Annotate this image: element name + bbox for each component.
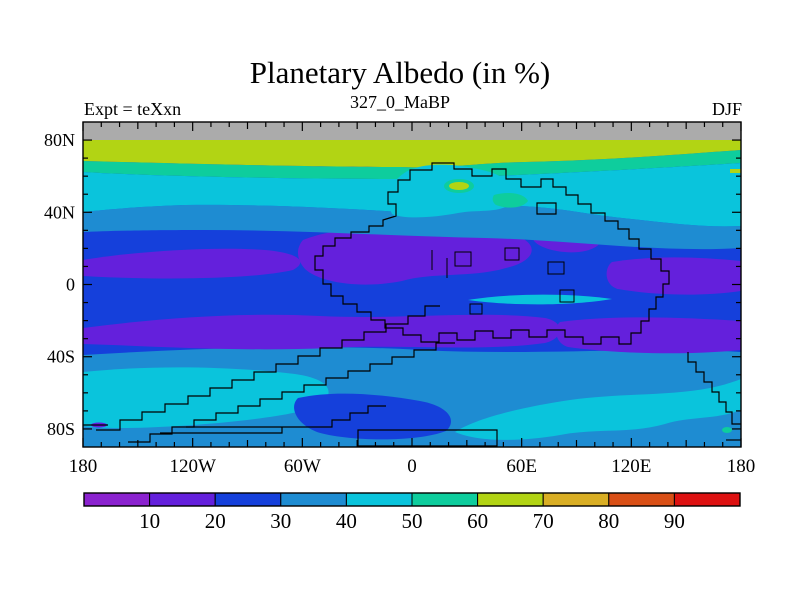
- colorbar-border: [83, 492, 741, 507]
- coast-se-staircase: [687, 352, 741, 425]
- coast-sw-staircase-1: [96, 305, 440, 431]
- lat-tick-label: 80S: [47, 419, 75, 439]
- lat-tick-label: 80N: [44, 130, 75, 150]
- page-title: Planetary Albedo (in %): [249, 55, 551, 90]
- blob-violet-center: [297, 227, 532, 285]
- colorbar-tick-label: 50: [402, 509, 423, 533]
- coast-antarctic-shelf-lower: [160, 427, 283, 434]
- coast-antarctic-shelf: [186, 405, 386, 428]
- inner-coastline-details: [431, 247, 575, 315]
- season-label: DJF: [711, 99, 742, 119]
- colorbar-segment: [83, 492, 151, 507]
- band-north-midblue: [83, 204, 741, 250]
- colorbar-segment: [411, 492, 479, 507]
- colorbar-segment: [214, 492, 282, 507]
- colorbar-segment: [149, 492, 216, 507]
- lon-tick-label: 180: [69, 456, 98, 477]
- coast-main-continent: [314, 162, 670, 345]
- colorbar-segment: [542, 492, 610, 507]
- colorbar-tick-label: 20: [205, 509, 226, 533]
- colorbar-segment: [608, 492, 675, 507]
- colorbar-tick-label: 70: [533, 509, 554, 533]
- spot-high-albedo-yellow: [449, 182, 469, 190]
- lon-tick-label: 120E: [611, 456, 651, 477]
- lon-tick-label: 0: [407, 456, 417, 477]
- lat-tick-label: 40N: [44, 202, 75, 222]
- colorbar-tick-label: 40: [336, 509, 357, 533]
- chart-subtitle: 327_0_MaBP: [349, 92, 450, 112]
- experiment-label: Expt = teXxn: [84, 99, 182, 119]
- colorbar-segment: [345, 492, 413, 507]
- band-north-yellowgreen: [83, 140, 741, 168]
- lon-tick-label: 60E: [506, 456, 537, 477]
- band-north-teal: [83, 150, 741, 179]
- colorbar-tick-label: 30: [270, 509, 291, 533]
- coast-south-box-island: [357, 429, 498, 447]
- band-violet-east: [606, 257, 741, 295]
- colorbar-tick-label: 80: [598, 509, 619, 533]
- dot-teal-se: [722, 427, 732, 433]
- patch-south-blue-core: [294, 393, 451, 440]
- lon-tick-label: 120W: [169, 456, 216, 477]
- lat-tick-label: 40S: [47, 347, 75, 367]
- coast-island-north: [536, 202, 557, 215]
- blob-violet-west-tropic: [83, 248, 301, 279]
- albedo-field: [83, 122, 741, 447]
- colorbar-segment: [477, 492, 544, 507]
- colorbar-tick-label: 90: [664, 509, 685, 533]
- colorbar-tick-label: 10: [139, 509, 160, 533]
- band-violet-south: [83, 314, 560, 350]
- colorbar-segment: [280, 492, 347, 507]
- lon-tick-label: 180: [727, 456, 756, 477]
- lat-tick-label: 0: [66, 275, 75, 295]
- band-south-cyan-east: [455, 379, 741, 440]
- band-south-cyan-west: [83, 367, 329, 428]
- patch-peninsula-teal: [492, 193, 528, 208]
- dash-yellowgreen-east: [730, 169, 741, 173]
- lon-tick-label: 60W: [284, 456, 321, 477]
- colorbar-tick-label: 60: [467, 509, 488, 533]
- colorbar-segment: [673, 492, 741, 507]
- sliver-cyan-equator: [468, 294, 612, 305]
- generated-axes-and-colorbar: 180 120W 60W 0 60E 120E 180 80N 40N 0 40S 80S 10 20 30…: [44, 122, 755, 533]
- band-violet-southeast: [556, 317, 741, 354]
- coastlines: [83, 162, 741, 447]
